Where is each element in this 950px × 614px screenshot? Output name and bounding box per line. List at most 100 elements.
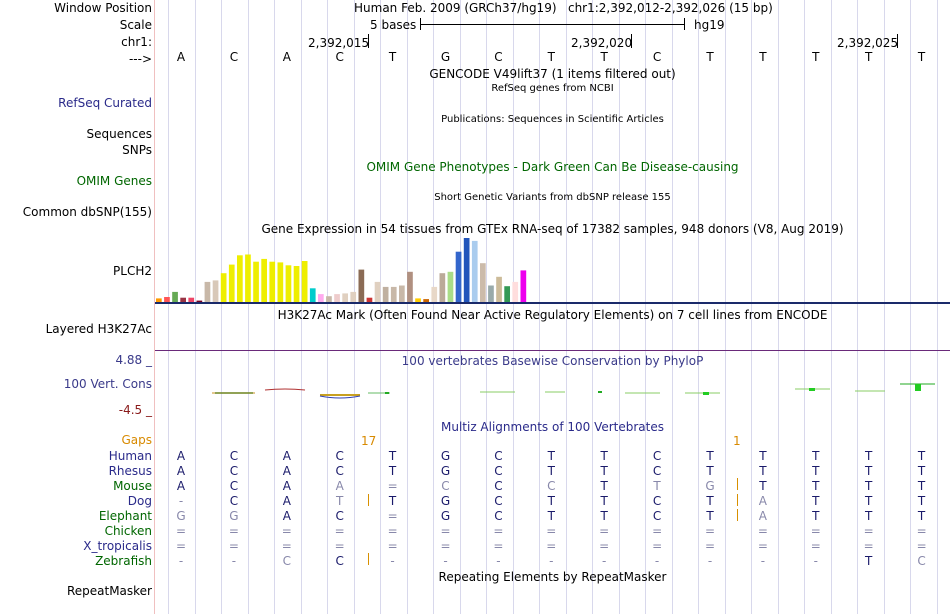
alignment-base: G	[440, 449, 451, 463]
alignment-base: -	[496, 554, 501, 568]
species-label[interactable]: X_tropicalis	[83, 539, 152, 553]
gtex-tissue-bar	[164, 297, 170, 302]
alignment-base: T	[547, 449, 555, 463]
gtex-tissue-bar	[196, 300, 203, 302]
multiz-track-title[interactable]: Multiz Alignments of 100 Vertebrates	[440, 420, 665, 434]
refseq-curated-label[interactable]: RefSeq Curated	[58, 96, 152, 110]
insertion-marker	[368, 553, 369, 565]
phylop-track-title[interactable]: 100 vertebrates Basewise Conservation by…	[401, 354, 704, 368]
gencode-track-title[interactable]: GENCODE V49lift37 (1 items filtered out)	[429, 67, 676, 81]
alignment-base: C	[494, 509, 503, 523]
species-label[interactable]: Elephant	[98, 509, 152, 523]
alignment-base: T	[812, 479, 820, 493]
repeatmasker-label[interactable]: RepeatMasker	[66, 584, 152, 598]
base-letter: C	[494, 50, 503, 64]
assembly-title[interactable]: Human Feb. 2009 (GRCh37/hg19) chr1:2,392…	[354, 1, 773, 15]
plch2-label[interactable]: PLCH2	[113, 264, 152, 278]
alignment-base: A	[282, 464, 291, 478]
species-label[interactable]: Zebrafish	[95, 554, 152, 568]
phylop-segment	[385, 392, 389, 394]
dbsnp-track-title[interactable]: Short Genetic Variants from dbSNP releas…	[434, 192, 671, 203]
position-range: chr1:2,392,012-2,392,026 (15 bp)	[567, 1, 773, 15]
phylop-segment	[809, 388, 815, 391]
track-separator	[155, 302, 950, 304]
gtex-tissue-bar	[382, 286, 389, 302]
alignment-base: T	[759, 464, 767, 478]
alignment-base: A	[282, 509, 291, 523]
gtex-tissue-bar	[318, 294, 324, 302]
alignment-base: =	[281, 539, 292, 553]
gtex-tissue-bar	[447, 271, 454, 302]
alignment-base: =	[599, 539, 610, 553]
alignment-base: C	[229, 449, 239, 463]
alignment-base: -	[707, 554, 713, 568]
gtex-tissue-bar	[415, 298, 421, 302]
gtex-tissue-bar	[439, 273, 446, 302]
gtex-tissue-bar	[455, 251, 462, 302]
alignment-base: C	[282, 554, 291, 568]
gtex-tissue-bar	[366, 297, 373, 302]
layered-h3k27ac-label[interactable]: Layered H3K27Ac	[45, 322, 152, 336]
alignment-base: C	[441, 479, 450, 493]
phylop-segment	[264, 388, 306, 391]
common-dbsnp-label[interactable]: Common dbSNP(155)	[22, 205, 152, 219]
h3k27ac-track-title[interactable]: H3K27Ac Mark (Often Found Near Active Re…	[277, 308, 828, 322]
refseq-track-title[interactable]: RefSeq genes from NCBI	[491, 83, 614, 94]
alignment-base: T	[600, 479, 608, 493]
alignment-base: A	[335, 479, 344, 493]
alignment-base: =	[863, 524, 874, 538]
species-label[interactable]: Dog	[127, 494, 152, 508]
species-label[interactable]: Human	[108, 449, 152, 463]
species-label[interactable]: Rhesus	[108, 464, 152, 478]
alignment-base: T	[388, 464, 397, 478]
strand-arrow[interactable]: --->	[128, 52, 152, 66]
alignment-base: T	[759, 449, 767, 463]
alignment-base: =	[652, 524, 663, 538]
h3k27ac-baseline	[155, 350, 950, 351]
alignment-base: A	[758, 509, 767, 523]
alignment-base: =	[546, 539, 557, 553]
alignment-base: -	[654, 554, 660, 568]
omim-track-title[interactable]: OMIM Gene Phenotypes - Dark Green Can Be…	[366, 160, 739, 174]
alignment-base: G	[229, 509, 239, 523]
gtex-tissue-bar	[285, 265, 292, 302]
alignment-base: =	[387, 539, 398, 553]
alignment-base: C	[652, 449, 662, 463]
gtex-tissue-bar	[277, 262, 284, 302]
gtex-tissue-bar	[309, 288, 316, 302]
species-label[interactable]: Chicken	[104, 524, 152, 538]
alignment-base: C	[335, 509, 344, 523]
species-label[interactable]: Mouse	[113, 479, 152, 493]
gtex-track-title[interactable]: Gene Expression in 54 tissues from GTEx …	[261, 222, 844, 236]
alignment-base: T	[759, 479, 767, 493]
sequences-label[interactable]: Sequences	[86, 127, 152, 141]
gaps-label[interactable]: Gaps	[121, 433, 152, 447]
gtex-tissue-bar	[180, 297, 186, 302]
alignment-base: =	[757, 524, 768, 538]
alignment-base: =	[599, 524, 610, 538]
insertion-marker	[368, 494, 369, 506]
alignment-base: T	[706, 449, 714, 463]
alignment-base: A	[282, 479, 291, 493]
alignment-base: T	[706, 509, 714, 523]
gtex-expression-chart[interactable]	[155, 236, 555, 302]
gtex-tissue-bar	[374, 281, 381, 302]
gap-count: 17	[361, 434, 377, 448]
publications-track-title[interactable]: Publications: Sequences in Scientific Ar…	[441, 114, 664, 125]
phylop-segment	[320, 394, 360, 396]
alignment-base: G	[440, 494, 451, 508]
alignment-base: =	[175, 539, 187, 553]
alignment-base: T	[917, 509, 926, 523]
vert-cons-label[interactable]: 100 Vert. Cons	[63, 377, 152, 391]
alignment-base: T	[812, 449, 820, 463]
gtex-tissue-bar	[407, 271, 413, 302]
gtex-tissue-bar	[342, 293, 348, 302]
gtex-tissue-bar	[220, 273, 227, 302]
alignment-base: C	[494, 464, 503, 478]
alignment-base: C	[494, 479, 503, 493]
snps-label[interactable]: SNPs	[122, 143, 152, 157]
alignment-base: =	[440, 539, 451, 553]
omim-genes-label[interactable]: OMIM Genes	[76, 174, 152, 188]
coord-tick	[368, 34, 369, 48]
repeatmasker-track-title[interactable]: Repeating Elements by RepeatMasker	[438, 570, 667, 584]
